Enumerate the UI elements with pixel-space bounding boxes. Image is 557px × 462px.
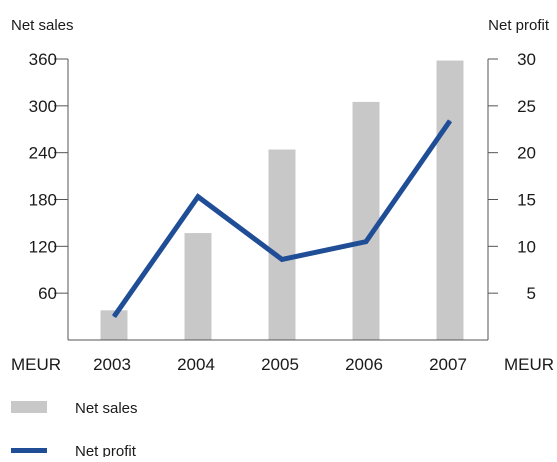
x-tick-label-2006: 2006 (345, 355, 383, 374)
legend-label-net-sales: Net sales (75, 400, 138, 417)
point-net-profit-2007 (449, 120, 451, 122)
left-tick-label-180: 180 (29, 191, 57, 210)
right-unit-label: MEUR (504, 355, 554, 374)
axes-layer (54, 58, 498, 341)
x-tick-label-2004: 2004 (177, 355, 215, 374)
right-tick-label-30: 30 (517, 50, 536, 69)
right-tick-label-10: 10 (517, 237, 536, 256)
legend-swatch-net-profit (11, 448, 47, 453)
left-tick-label-60: 60 (38, 284, 57, 303)
line-layer (111, 119, 453, 319)
legend: Net sales Net profit (11, 400, 138, 460)
legend-label-net-profit: Net profit (75, 443, 137, 457)
point-net-profit-2005 (281, 258, 283, 260)
left-tick-label-300: 300 (29, 97, 57, 116)
right-tick-label-15: 15 (517, 191, 536, 210)
right-axis-title: Net profit (488, 17, 550, 34)
right-tick-label-20: 20 (517, 144, 536, 163)
bar-net-sales-2006 (352, 101, 380, 340)
right-tick-label-5: 5 (527, 284, 536, 303)
bars-layer (100, 60, 464, 341)
bar-net-sales-2004 (184, 233, 212, 340)
bar-net-sales-2005 (268, 149, 296, 340)
bar-net-sales-2007 (436, 60, 464, 341)
x-tick-label-2005: 2005 (261, 355, 299, 374)
left-unit-label: MEUR (11, 355, 61, 374)
left-tick-label-360: 360 (29, 50, 57, 69)
right-tick-label-25: 25 (517, 97, 536, 116)
point-net-profit-2004 (197, 196, 199, 198)
left-tick-label-240: 240 (29, 144, 57, 163)
left-axis-title: Net sales (11, 17, 74, 34)
x-tick-label-2003: 2003 (93, 355, 131, 374)
left-tick-label-120: 120 (29, 237, 57, 256)
point-net-profit-2006 (365, 241, 367, 243)
point-net-profit-2003 (113, 316, 115, 318)
x-tick-label-2007: 2007 (429, 355, 467, 374)
labels-layer: 60 120 180 240 300 360 5 10 15 20 25 30 2003 2004 2005… (11, 17, 554, 374)
legend-swatch-net-sales (11, 401, 47, 413)
